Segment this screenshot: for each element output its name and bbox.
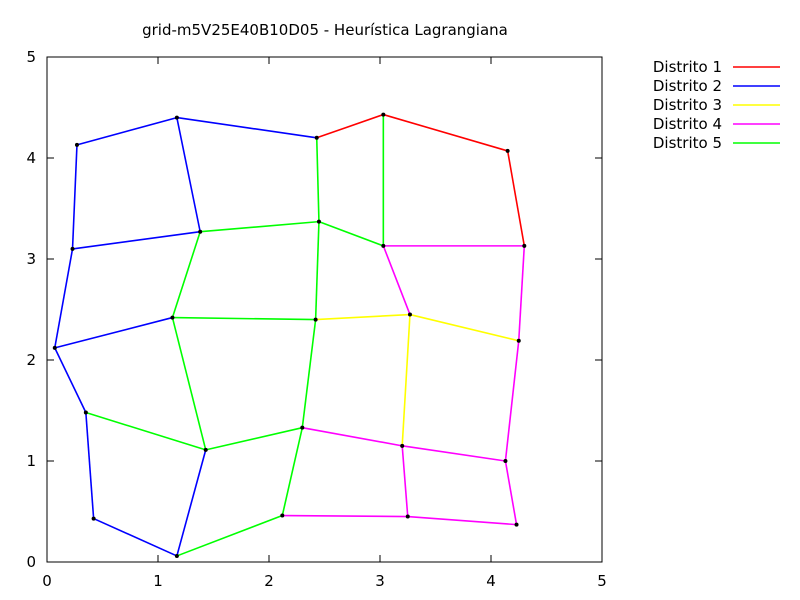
x-tick-label-2: 2 (264, 572, 274, 590)
y-tick-labels: 0 1 2 3 4 5 (26, 48, 36, 571)
edge-7-12 (314, 221, 320, 320)
node-19 (503, 459, 508, 463)
node-15 (83, 410, 88, 415)
nodes-layer (52, 112, 527, 558)
legend-label-5: Distrito 5 (653, 134, 722, 152)
node-2 (314, 135, 319, 140)
x-tick-label-0: 0 (42, 572, 52, 590)
edge-11-12 (172, 316, 316, 321)
y-tick-label-4: 4 (26, 149, 36, 167)
edge-6-7 (200, 220, 320, 233)
edge-2-3 (316, 113, 384, 139)
edge-0-1 (76, 116, 178, 146)
node-24 (514, 522, 519, 527)
node-11 (170, 315, 175, 320)
edge-15-20 (85, 412, 95, 519)
edge-0-5 (71, 144, 78, 249)
node-21 (174, 553, 179, 558)
edge-18-19 (402, 445, 506, 462)
edge-15-16 (85, 411, 206, 451)
edge-13-18 (401, 314, 411, 446)
node-13 (407, 312, 412, 317)
edge-2-7 (315, 137, 320, 222)
node-4 (505, 148, 510, 153)
y-tick-label-3: 3 (26, 250, 36, 268)
edge-1-2 (176, 116, 317, 139)
edge-5-6 (72, 230, 201, 250)
node-14 (516, 338, 521, 343)
edge-17-18 (302, 426, 403, 447)
legend-label-2: Distrito 2 (653, 77, 722, 95)
edge-8-13 (382, 245, 411, 315)
edge-3-4 (383, 113, 508, 152)
edge-17-22 (281, 427, 304, 516)
edge-22-23 (282, 514, 408, 518)
node-1 (174, 115, 179, 120)
edge-10-15 (54, 347, 87, 413)
legend-label-1: Distrito 1 (653, 58, 722, 76)
edge-21-16 (176, 449, 207, 557)
ticks-layer (46, 56, 603, 563)
edge-11-16 (171, 317, 207, 451)
edge-7-8 (318, 220, 384, 247)
x-tick-label-5: 5 (597, 572, 607, 590)
edge-10-11 (54, 316, 173, 349)
node-16 (203, 447, 208, 452)
node-8 (381, 243, 386, 248)
node-12 (313, 317, 318, 322)
x-tick-label-4: 4 (486, 572, 496, 590)
edge-1-6 (176, 117, 201, 232)
edges-layer (53, 113, 526, 557)
node-7 (316, 219, 321, 224)
edge-13-14 (409, 313, 519, 342)
y-tick-label-1: 1 (26, 452, 36, 470)
y-tick-label-5: 5 (26, 48, 36, 66)
node-0 (74, 142, 79, 147)
plot-frame (46, 56, 603, 563)
node-20 (91, 516, 96, 521)
edge-18-23 (401, 445, 409, 517)
edge-5-10 (53, 248, 74, 349)
node-9 (522, 243, 527, 248)
chart-title: grid-m5V25E40B10D05 - Heurística Lagrang… (142, 21, 508, 39)
edge-19-24 (504, 460, 518, 525)
x-tick-label-3: 3 (375, 572, 385, 590)
edge-12-17 (301, 319, 317, 428)
legend-label-3: Distrito 3 (653, 96, 722, 114)
node-5 (70, 246, 75, 251)
node-6 (198, 229, 203, 234)
node-10 (52, 345, 57, 350)
edge-23-24 (407, 515, 517, 526)
edge-14-19 (504, 340, 520, 462)
node-22 (280, 513, 285, 518)
edge-21-22 (176, 514, 283, 557)
node-3 (381, 112, 386, 117)
x-tick-label-1: 1 (153, 572, 163, 590)
legend-label-4: Distrito 4 (653, 115, 722, 133)
x-tick-labels: 0 1 2 3 4 5 (42, 572, 607, 590)
node-18 (400, 443, 405, 448)
edge-16-17 (205, 426, 303, 451)
edge-12-13 (315, 313, 411, 321)
y-tick-label-0: 0 (26, 553, 36, 571)
edge-6-11 (171, 231, 201, 318)
node-17 (300, 425, 305, 430)
edge-9-14 (517, 245, 526, 341)
edge-20-21 (93, 517, 178, 557)
y-tick-label-2: 2 (26, 351, 36, 369)
edge-4-9 (506, 150, 526, 247)
node-23 (405, 514, 410, 519)
